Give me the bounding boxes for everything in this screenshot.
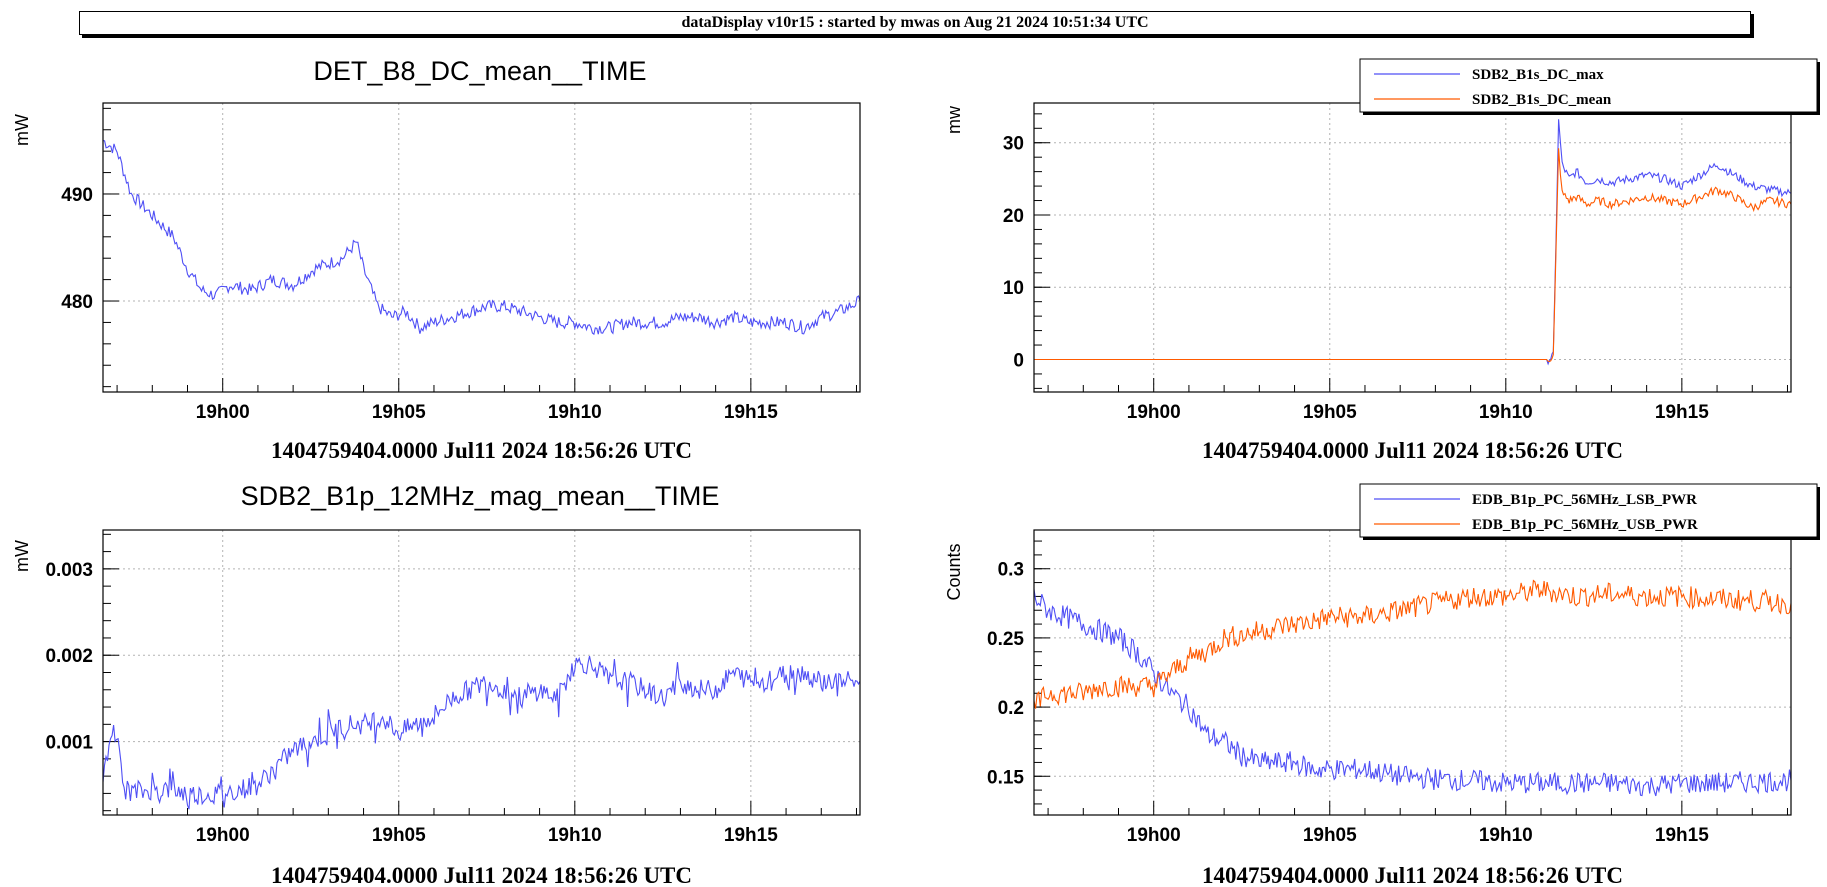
x-tick-label: 19h10 bbox=[1479, 825, 1533, 846]
chart-panel-2: 19h00 19h05 19h10 19h15 0 10 20 30 mw 1404759404.… bbox=[944, 58, 1820, 463]
y-tick-label: 0 bbox=[1013, 350, 1024, 371]
legend-entry: EDB_B1p_PC_56MHz_USB_PWR bbox=[1472, 517, 1698, 533]
x-tick-label: 19h15 bbox=[724, 402, 778, 423]
chart-title: SDB2_B1p_12MHz_mag_mean__TIME bbox=[241, 481, 720, 511]
x-tick-label: 19h05 bbox=[372, 825, 426, 846]
y-tick-label: 30 bbox=[1003, 134, 1024, 155]
y-tick-label: 0.003 bbox=[45, 560, 93, 581]
y-axis-label: mW bbox=[12, 114, 32, 146]
chart-panel-3: SDB2_B1p_12MHz_mag_mean__TIME 19h00 19h05 1… bbox=[12, 481, 861, 887]
x-axis-label: 1404759404.0000 Jul11 2024 18:56:26 UTC bbox=[1202, 863, 1623, 887]
y-axis-label: Counts bbox=[944, 543, 964, 600]
plot-frame bbox=[1033, 529, 1792, 816]
banner-title: dataDisplay v10r15 : started by mwas on … bbox=[79, 11, 1751, 35]
y-tick-label: 0.002 bbox=[45, 646, 93, 667]
plot-frame bbox=[102, 102, 861, 393]
x-tick-label: 19h10 bbox=[548, 825, 602, 846]
chart-panel-4: 19h00 19h05 19h10 19h15 0.15 0.2 0.25 0.3 Counts… bbox=[944, 483, 1820, 887]
x-tick-label: 19h00 bbox=[196, 825, 250, 846]
y-axis-label: mW bbox=[12, 540, 32, 572]
y-tick-label: 490 bbox=[61, 185, 93, 206]
chart-panel-1: DET_B8_DC_mean__TIME 19h00 19h05 19h10 19h15… bbox=[12, 56, 861, 463]
x-tick-label: 19h15 bbox=[1655, 402, 1709, 423]
y-axis-label: mw bbox=[944, 105, 964, 134]
x-axis-label: 1404759404.0000 Jul11 2024 18:56:26 UTC bbox=[271, 863, 692, 887]
legend: EDB_B1p_PC_56MHz_LSB_PWR EDB_B1p_PC_56MHz… bbox=[1359, 483, 1820, 540]
y-tick-label: 0.15 bbox=[987, 767, 1024, 788]
x-tick-label: 19h05 bbox=[1303, 402, 1357, 423]
plot-frame bbox=[102, 529, 861, 816]
legend-box bbox=[1359, 483, 1818, 538]
series-line-SDB2_B1s_DC_mean bbox=[1034, 148, 1791, 363]
series-line-SDB2_B1p_12MHz_mag_mean bbox=[103, 655, 860, 810]
x-tick-label: 19h00 bbox=[1127, 825, 1181, 846]
x-tick-label: 19h15 bbox=[1655, 825, 1709, 846]
series-line-SDB2_B1s_DC_max bbox=[1034, 119, 1791, 366]
y-tick-label: 0.001 bbox=[45, 733, 93, 754]
y-tick-label: 480 bbox=[61, 292, 93, 313]
y-tick-label: 10 bbox=[1003, 278, 1024, 299]
legend-entry: SDB2_B1s_DC_max bbox=[1472, 67, 1604, 83]
plot-frame bbox=[1033, 102, 1792, 393]
series-line-EDB_B1p_PC_56MHz_LSB_PWR bbox=[1034, 589, 1791, 797]
x-axis-label: 1404759404.0000 Jul11 2024 18:56:26 UTC bbox=[1202, 438, 1623, 463]
x-axis-label: 1404759404.0000 Jul11 2024 18:56:26 UTC bbox=[271, 438, 692, 463]
legend-box bbox=[1359, 58, 1818, 113]
legend: SDB2_B1s_DC_max SDB2_B1s_DC_mean bbox=[1359, 58, 1820, 115]
chart-title: DET_B8_DC_mean__TIME bbox=[313, 56, 646, 86]
x-tick-label: 19h10 bbox=[1479, 402, 1533, 423]
x-tick-label: 19h05 bbox=[372, 402, 426, 423]
x-tick-label: 19h00 bbox=[1127, 402, 1181, 423]
y-tick-label: 0.2 bbox=[998, 698, 1024, 719]
legend-entry: EDB_B1p_PC_56MHz_LSB_PWR bbox=[1472, 492, 1697, 508]
x-tick-label: 19h00 bbox=[196, 402, 250, 423]
x-tick-label: 19h05 bbox=[1303, 825, 1357, 846]
series-line-DET_B8_DC_mean bbox=[103, 140, 860, 336]
x-tick-label: 19h15 bbox=[724, 825, 778, 846]
y-tick-label: 20 bbox=[1003, 206, 1024, 227]
x-tick-label: 19h10 bbox=[548, 402, 602, 423]
y-tick-label: 0.25 bbox=[987, 629, 1024, 650]
series-line-EDB_B1p_PC_56MHz_USB_PWR bbox=[1034, 579, 1791, 709]
legend-entry: SDB2_B1s_DC_mean bbox=[1472, 92, 1612, 108]
y-tick-label: 0.3 bbox=[998, 560, 1024, 581]
